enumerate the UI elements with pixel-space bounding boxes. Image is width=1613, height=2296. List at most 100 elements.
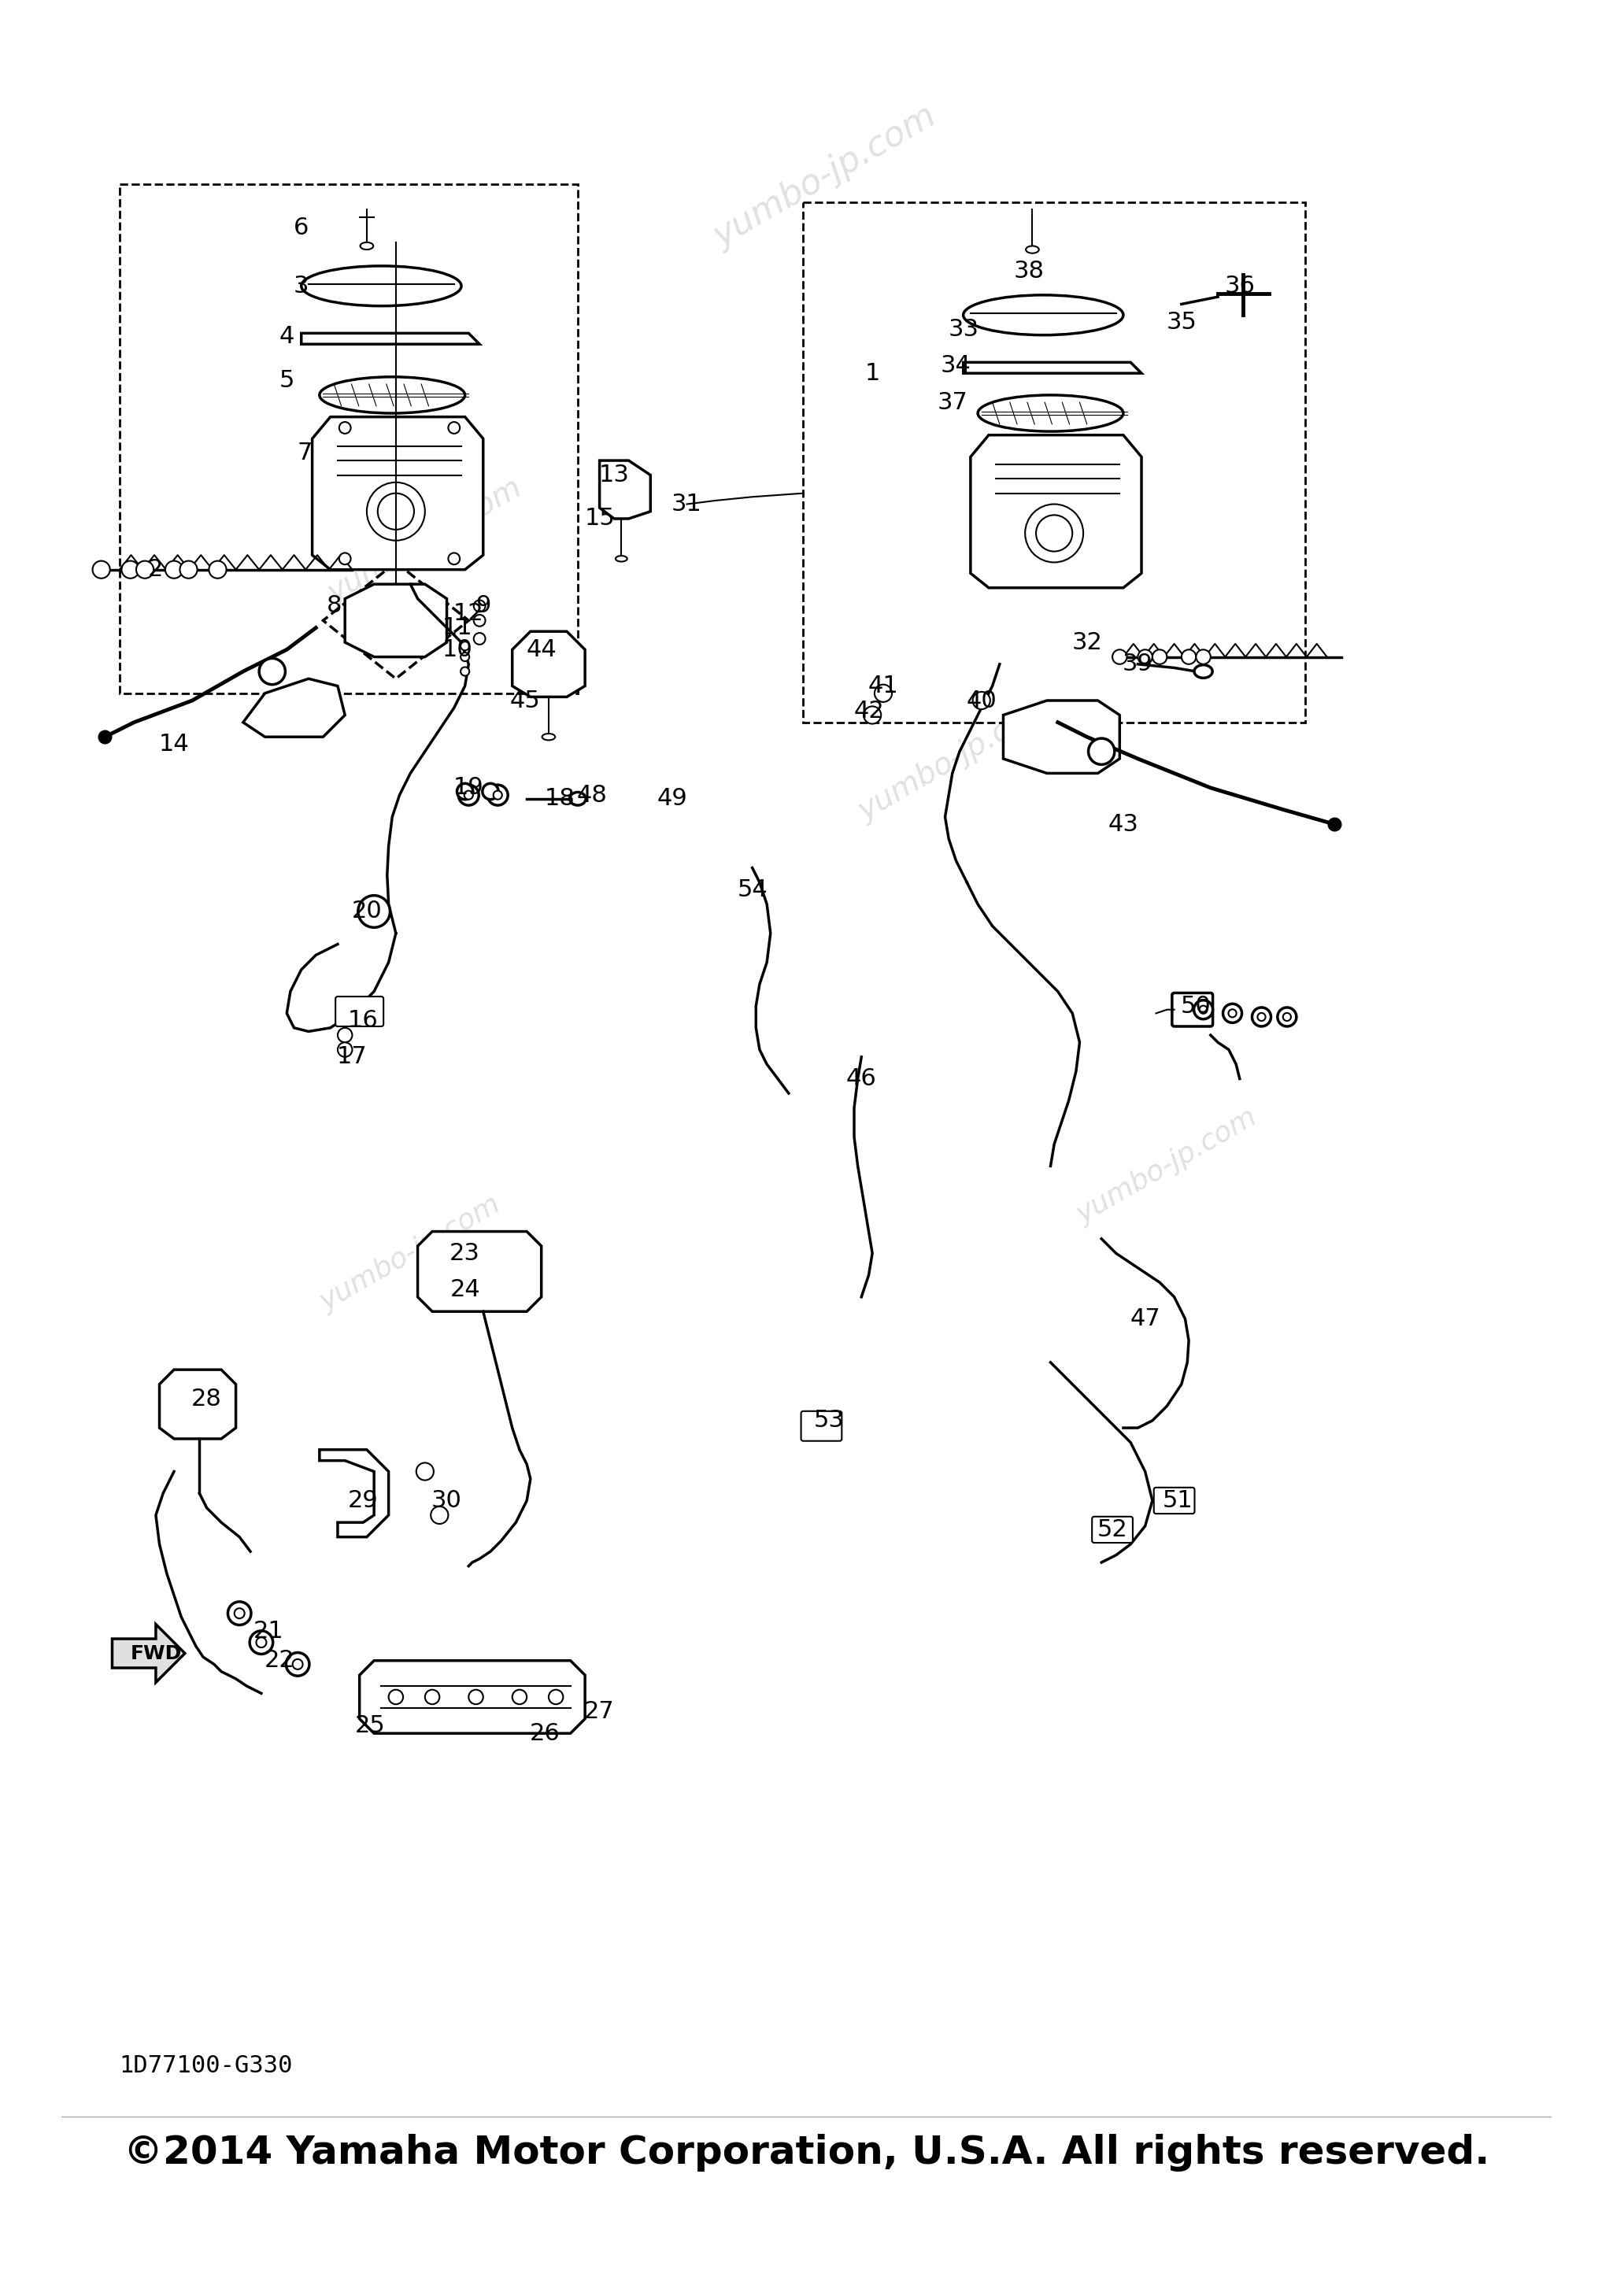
Ellipse shape [1277, 1008, 1297, 1026]
Circle shape [461, 668, 469, 675]
Text: yumbo-jp.com: yumbo-jp.com [316, 1192, 505, 1316]
Polygon shape [971, 434, 1142, 588]
Circle shape [474, 634, 486, 645]
Circle shape [234, 1607, 245, 1619]
Text: FWD: FWD [131, 1644, 182, 1662]
Ellipse shape [360, 243, 373, 250]
Text: 47: 47 [1129, 1306, 1160, 1329]
Circle shape [121, 560, 139, 579]
Circle shape [260, 659, 286, 684]
Text: 15: 15 [584, 507, 615, 530]
Circle shape [92, 560, 110, 579]
Circle shape [165, 560, 182, 579]
Circle shape [250, 1630, 273, 1653]
Text: 34: 34 [940, 354, 971, 377]
Text: 35: 35 [1166, 310, 1197, 333]
Text: 18: 18 [544, 788, 574, 810]
Text: 38: 38 [1013, 259, 1044, 282]
Circle shape [973, 691, 990, 709]
Circle shape [461, 652, 469, 661]
Ellipse shape [1282, 1013, 1290, 1022]
FancyBboxPatch shape [1153, 1488, 1195, 1513]
Polygon shape [313, 418, 484, 569]
Text: 5: 5 [279, 370, 295, 393]
Circle shape [135, 560, 153, 579]
Circle shape [424, 1690, 439, 1704]
Ellipse shape [482, 783, 498, 799]
Text: 26: 26 [529, 1722, 560, 1745]
Ellipse shape [1200, 1006, 1207, 1013]
Text: 25: 25 [355, 1715, 386, 1738]
Text: 40: 40 [966, 689, 997, 712]
Bar [803, 202, 1305, 723]
Text: 11: 11 [442, 615, 473, 638]
Text: 54: 54 [737, 879, 768, 900]
Ellipse shape [337, 1029, 352, 1042]
Text: 45: 45 [510, 689, 540, 712]
Text: 7: 7 [297, 441, 313, 464]
Ellipse shape [319, 377, 465, 413]
Polygon shape [319, 1449, 389, 1536]
Text: 12: 12 [453, 602, 484, 625]
Text: 33: 33 [948, 319, 979, 342]
Text: 51: 51 [1163, 1490, 1194, 1513]
Circle shape [227, 1603, 252, 1626]
Text: yumbo-jp.com: yumbo-jp.com [853, 691, 1058, 827]
Circle shape [1195, 650, 1211, 664]
Circle shape [448, 553, 460, 565]
Polygon shape [513, 631, 586, 698]
Text: 13: 13 [598, 464, 629, 487]
Text: 53: 53 [813, 1410, 844, 1433]
Text: 50: 50 [1181, 994, 1211, 1017]
Circle shape [548, 1690, 563, 1704]
Text: 49: 49 [656, 788, 687, 810]
Text: 4: 4 [279, 326, 295, 349]
Circle shape [469, 1690, 484, 1704]
Text: 1D77100-G330: 1D77100-G330 [119, 2055, 294, 2078]
Text: 20: 20 [352, 900, 382, 923]
Ellipse shape [337, 1042, 352, 1056]
Circle shape [513, 1690, 527, 1704]
FancyBboxPatch shape [1173, 992, 1213, 1026]
Polygon shape [1003, 700, 1119, 774]
Ellipse shape [1258, 1013, 1266, 1022]
FancyBboxPatch shape [1092, 1518, 1132, 1543]
Text: 30: 30 [432, 1490, 461, 1513]
Polygon shape [418, 1231, 542, 1311]
Text: 22: 22 [265, 1649, 295, 1671]
Text: yumbo-jp.com: yumbo-jp.com [323, 473, 527, 608]
Text: 10: 10 [442, 638, 473, 661]
Circle shape [461, 641, 469, 650]
Polygon shape [345, 583, 447, 657]
Polygon shape [244, 680, 345, 737]
Polygon shape [160, 1371, 235, 1440]
Text: 37: 37 [937, 390, 968, 413]
Circle shape [339, 422, 350, 434]
Polygon shape [600, 461, 650, 519]
Text: 29: 29 [348, 1490, 379, 1513]
Circle shape [448, 422, 460, 434]
Circle shape [1137, 650, 1152, 664]
Circle shape [863, 707, 881, 723]
Circle shape [210, 560, 226, 579]
Text: 44: 44 [526, 638, 556, 661]
Text: yumbo-jp.com: yumbo-jp.com [708, 99, 942, 255]
Circle shape [474, 599, 486, 611]
Text: 3: 3 [294, 276, 310, 298]
Circle shape [1113, 650, 1127, 664]
Text: 42: 42 [853, 700, 884, 723]
Ellipse shape [1229, 1010, 1237, 1017]
Ellipse shape [465, 790, 473, 799]
Text: 8: 8 [326, 595, 342, 618]
Circle shape [389, 1690, 403, 1704]
Circle shape [286, 1653, 310, 1676]
Ellipse shape [977, 395, 1123, 432]
Circle shape [358, 895, 390, 928]
Circle shape [431, 1506, 448, 1525]
Ellipse shape [494, 790, 502, 799]
Polygon shape [302, 333, 479, 344]
Text: ©2014 Yamaha Motor Corporation, U.S.A. All rights reserved.: ©2014 Yamaha Motor Corporation, U.S.A. A… [124, 2133, 1489, 2172]
Circle shape [1181, 650, 1195, 664]
Text: 9: 9 [476, 595, 490, 618]
Ellipse shape [1026, 246, 1039, 253]
